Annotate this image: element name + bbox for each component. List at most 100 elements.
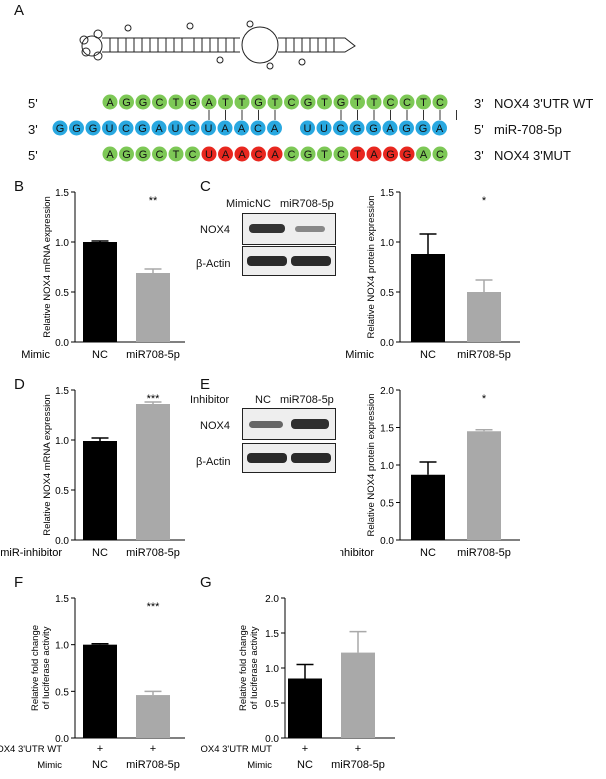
nucleotide-circle	[267, 146, 283, 162]
significance-mark: **	[149, 195, 158, 207]
nucleotide-letter: C	[436, 97, 444, 109]
nucleotide-letter: C	[403, 97, 411, 109]
nucleotide-letter: G	[122, 149, 131, 161]
nucleotide-letter: T	[173, 149, 180, 161]
nucleotide-circle	[185, 146, 200, 162]
nucleotide-circle	[168, 146, 184, 162]
nucleotide-letter: T	[321, 97, 328, 109]
bar-mir708-5p	[136, 273, 170, 342]
nucleotide-circle	[383, 94, 398, 110]
y-axis-label: Relative NOX4 protein expression	[366, 393, 377, 536]
nucleotide-letter: A	[271, 149, 279, 161]
y-axis-label: Relative fold changeof luciferase activi…	[30, 625, 52, 711]
y-tick-label: 0.5	[55, 486, 69, 497]
nucleotide-circle	[317, 94, 332, 110]
nucleotide-circle	[218, 94, 233, 110]
nucleotide-circle	[234, 146, 250, 162]
nucleotide-letter: T	[354, 97, 361, 109]
nucleotide-letter: U	[172, 123, 180, 135]
y-tick-label: 1.5	[265, 629, 279, 640]
chart-f: 0.0 0.5 1.0 1.5 Relative fold changeof lucif…	[0, 594, 185, 771]
nucleotide-letter: G	[254, 97, 263, 109]
nucleotide-circle	[102, 120, 117, 136]
nucleotide-circle	[432, 146, 448, 162]
nucleotide-letter: A	[386, 123, 394, 135]
y-axis-label-line: Relative fold change	[238, 625, 249, 711]
nucleotide-letter: G	[369, 123, 378, 135]
category-label: NC	[92, 759, 108, 771]
significance-mark: ***	[147, 393, 161, 405]
nucleotide-circle	[151, 120, 167, 136]
nucleotide-letter: C	[254, 123, 262, 135]
y-tick-label: 0.0	[380, 536, 394, 547]
nucleotide-circle	[135, 94, 151, 110]
row2-left-end: 3'	[28, 122, 38, 137]
bar-mir708-5p	[136, 695, 170, 738]
group-label: miR-inhibitor	[0, 547, 62, 559]
y-tick-label: 1.5	[380, 188, 394, 199]
y-tick-label: 0.5	[55, 288, 69, 299]
nucleotide-circle	[185, 94, 200, 110]
nucleotide-letter: G	[139, 149, 148, 161]
nucleotide-circle	[118, 120, 134, 136]
category-label: miR708-5p	[126, 547, 180, 559]
nucleotide-circle	[300, 120, 315, 136]
nucleotide-letter: G	[337, 97, 346, 109]
nucleotide-circle	[333, 94, 349, 110]
nucleotide-letter: G	[139, 97, 148, 109]
wb-e-header: Inhibitor	[190, 394, 230, 406]
category-label: NC	[420, 349, 436, 361]
wb-c-lane-nc: NC	[255, 198, 271, 210]
nucleotide-circle	[217, 120, 233, 136]
category-label: miR708-5p	[457, 349, 511, 361]
nucleotide-letter: A	[238, 123, 246, 135]
category-label: NC	[92, 349, 108, 361]
nucleotide-circle	[300, 146, 316, 162]
bar-nc	[83, 242, 117, 342]
category-label: miR708-5p	[331, 759, 385, 771]
nucleotide-circle	[119, 94, 134, 110]
wb-band	[247, 453, 287, 463]
nucleotide-letter: G	[188, 97, 197, 109]
category-label: NC	[92, 547, 108, 559]
wb-e-row-nox4: NOX4	[200, 420, 230, 432]
panel-label-b: B	[14, 178, 25, 195]
nucleotide-letter: A	[221, 123, 229, 135]
chart-g: 0.0 0.5 1.0 1.5 2.0 Relative fold changeof lu…	[200, 594, 395, 771]
wb-c-row-actin: β-Actin	[196, 258, 231, 270]
nucleotide-letter: U	[320, 123, 328, 135]
y-tick-label: 0.5	[265, 699, 279, 710]
nucleotide-letter: T	[420, 97, 427, 109]
nucleotide-circle	[168, 120, 183, 136]
group-label: Mimic	[21, 349, 50, 361]
y-tick-label: 0.0	[55, 734, 69, 745]
condition-plus: +	[355, 743, 361, 755]
panel-label-g: G	[200, 574, 212, 591]
y-tick-label: 1.0	[55, 641, 69, 652]
nucleotide-circle	[399, 146, 415, 162]
y-tick-label: 1.0	[380, 238, 394, 249]
y-tick-label: 0.5	[380, 288, 394, 299]
row3-right-end: 3'	[474, 148, 484, 163]
nucleotide-letter: G	[386, 149, 395, 161]
wb-band	[249, 224, 285, 233]
category-label: miR708-5p	[457, 547, 511, 559]
nucleotide-letter: G	[72, 123, 81, 135]
wb-band	[291, 256, 331, 266]
bar-nc	[411, 474, 445, 540]
nucleotide-letter: C	[337, 149, 345, 161]
nucleotide-circle	[383, 146, 398, 162]
nucleotide-circle	[284, 94, 299, 110]
nucleotide-circle	[399, 120, 414, 136]
wb-e-actin-blot	[242, 443, 336, 473]
wb-band	[249, 421, 283, 428]
nucleotide-circle	[416, 146, 431, 162]
rna-structure-diagram	[79, 20, 356, 70]
wb-c-actin-blot	[242, 246, 336, 276]
y-axis-label-line: Relative fold change	[30, 625, 41, 711]
bar-mir708-5p	[467, 431, 501, 540]
nucleotide-letter: A	[155, 123, 163, 135]
nucleotide-letter: C	[387, 97, 395, 109]
nucleotide-circle	[300, 94, 316, 110]
